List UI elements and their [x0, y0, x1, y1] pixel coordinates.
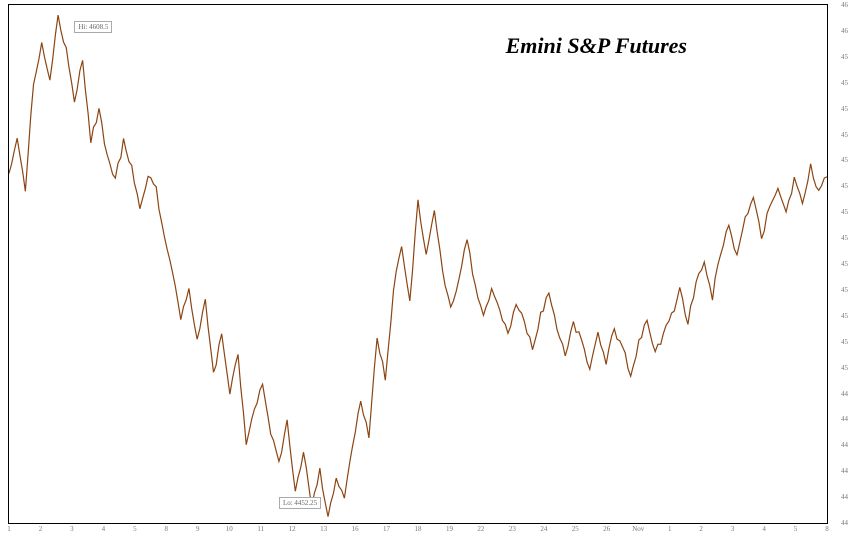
- x-tick-label: 5: [133, 525, 137, 533]
- x-tick-label: 24: [540, 525, 547, 533]
- x-tick-label: 10: [226, 525, 233, 533]
- price-line-chart: [9, 5, 827, 523]
- x-tick-label: 3: [70, 525, 74, 533]
- y-tick-label: 4476: [841, 441, 848, 449]
- y-tick-label: 4492: [841, 390, 848, 398]
- x-tick-label: 1: [7, 525, 11, 533]
- x-tick-label: 4: [102, 525, 106, 533]
- x-tick-label: Nov: [632, 525, 644, 533]
- y-tick-label: 4516: [841, 312, 848, 320]
- x-tick-label: 11: [257, 525, 264, 533]
- x-axis: 123458910111213161718192223242526Nov1234…: [9, 525, 827, 539]
- y-tick-label: 4556: [841, 182, 848, 190]
- x-tick-label: 16: [352, 525, 359, 533]
- low-annotation: Lo: 4452.25: [279, 497, 321, 509]
- x-tick-label: 8: [825, 525, 829, 533]
- chart-container: Emini S&P Futures Hi: 4608.5 Lo: 4452.25…: [8, 4, 828, 524]
- x-tick-label: 19: [446, 525, 453, 533]
- y-tick-label: 4612: [841, 1, 848, 9]
- x-tick-label: 25: [572, 525, 579, 533]
- x-tick-label: 22: [477, 525, 484, 533]
- x-tick-label: 8: [165, 525, 169, 533]
- y-tick-label: 4580: [841, 105, 848, 113]
- x-tick-label: 13: [320, 525, 327, 533]
- x-tick-label: 2: [699, 525, 703, 533]
- x-tick-label: 3: [731, 525, 735, 533]
- x-tick-label: 1: [668, 525, 672, 533]
- y-tick-label: 4572: [841, 131, 848, 139]
- x-tick-label: 9: [196, 525, 200, 533]
- y-tick-label: 4596: [841, 53, 848, 61]
- x-tick-label: 18: [415, 525, 422, 533]
- x-tick-label: 2: [39, 525, 43, 533]
- x-tick-label: 26: [603, 525, 610, 533]
- y-tick-label: 4548: [841, 208, 848, 216]
- y-tick-label: 4468: [841, 467, 848, 475]
- y-tick-label: 4484: [841, 415, 848, 423]
- x-tick-label: 23: [509, 525, 516, 533]
- y-tick-label: 4532: [841, 260, 848, 268]
- y-tick-label: 4540: [841, 234, 848, 242]
- y-tick-label: 4588: [841, 79, 848, 87]
- y-tick-label: 4604: [841, 27, 848, 35]
- y-tick-label: 4508: [841, 338, 848, 346]
- y-tick-label: 4452: [841, 519, 848, 527]
- x-tick-label: 17: [383, 525, 390, 533]
- y-tick-label: 4460: [841, 493, 848, 501]
- x-tick-label: 5: [794, 525, 798, 533]
- y-tick-label: 4524: [841, 286, 848, 294]
- y-tick-label: 4500: [841, 364, 848, 372]
- y-axis: 4452446044684476448444924500450845164524…: [829, 5, 848, 523]
- x-tick-label: 4: [762, 525, 766, 533]
- high-annotation: Hi: 4608.5: [74, 21, 112, 33]
- x-tick-label: 12: [289, 525, 296, 533]
- y-tick-label: 4564: [841, 156, 848, 164]
